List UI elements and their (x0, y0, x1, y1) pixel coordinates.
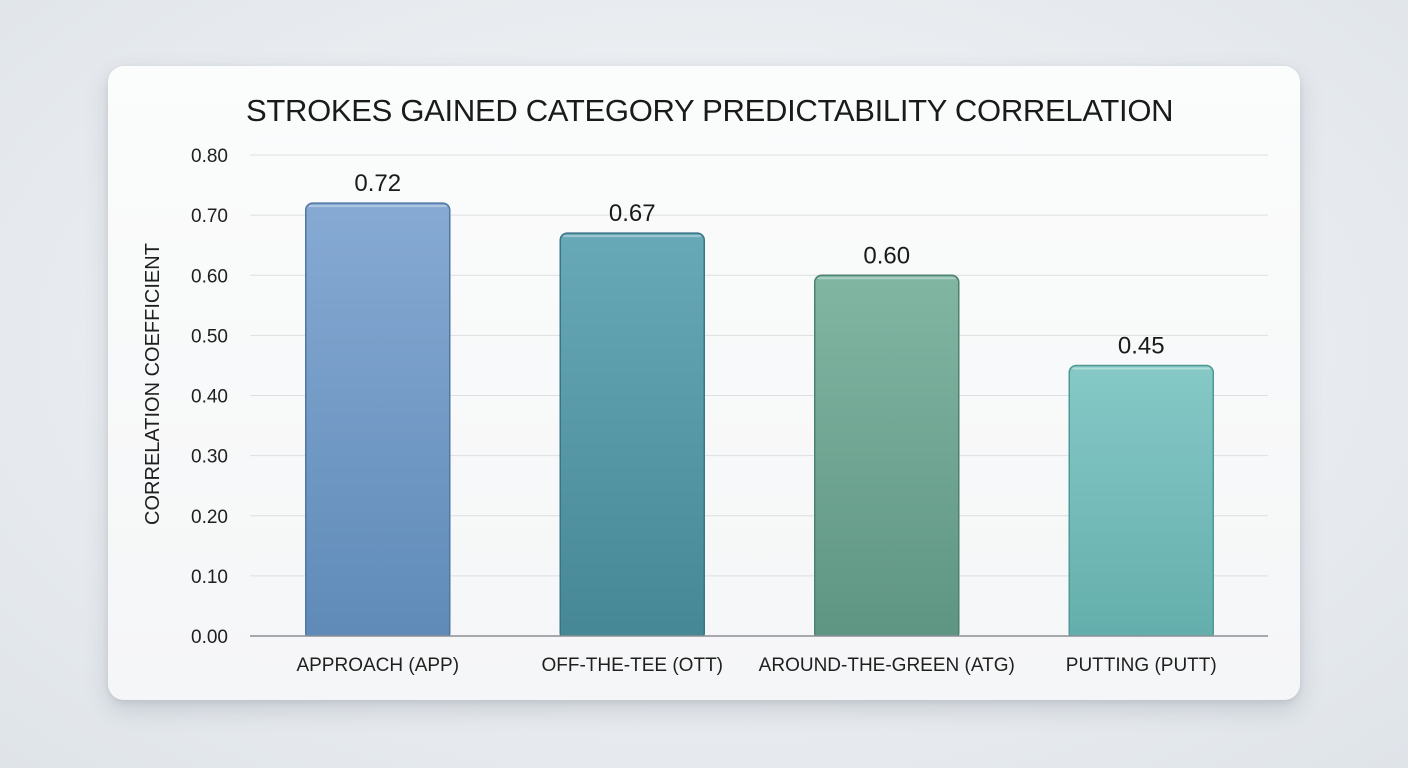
value-labels: 0.72 0.67 0.60 0.45 (354, 170, 1164, 359)
bar-highlight (817, 277, 956, 280)
y-tick-label: 0.30 (191, 447, 228, 468)
bar-highlight (1072, 367, 1211, 370)
y-tick-label: 0.60 (191, 266, 228, 287)
y-tick-label: 0.00 (191, 627, 228, 648)
y-tick-label: 0.20 (191, 507, 228, 528)
value-label: 0.60 (863, 242, 910, 269)
bars (305, 202, 1214, 636)
y-tick-label: 0.40 (191, 387, 228, 408)
bar-highlight (308, 205, 447, 208)
x-tick-label: APPROACH (APP) (296, 655, 459, 676)
x-tick-label: OFF-THE-TEE (OTT) (541, 655, 723, 676)
x-tick-label: PUTTING (PUTT) (1066, 655, 1217, 676)
bar (1068, 364, 1214, 636)
bar (305, 202, 451, 636)
bar (559, 232, 705, 636)
x-tick-label: AROUND-THE-GREEN (ATG) (759, 655, 1015, 676)
value-label: 0.45 (1118, 332, 1165, 359)
y-tick-label: 0.50 (191, 326, 228, 347)
y-tick-label: 0.70 (191, 206, 228, 227)
value-label: 0.72 (354, 170, 401, 197)
y-tick-label: 0.80 (191, 146, 228, 167)
bar (814, 274, 960, 636)
bar-highlight (563, 235, 702, 238)
y-tick-label: 0.10 (191, 567, 228, 588)
y-axis-ticks: 0.00 0.10 0.20 0.30 0.40 0.50 0.60 0.70 0.80 (191, 146, 228, 648)
chart-title: STROKES GAINED CATEGORY PREDICTABILITY C… (246, 93, 1174, 128)
x-axis-ticks: APPROACH (APP) OFF-THE-TEE (OTT) AROUND-TH… (296, 655, 1216, 676)
value-label: 0.67 (609, 200, 656, 227)
